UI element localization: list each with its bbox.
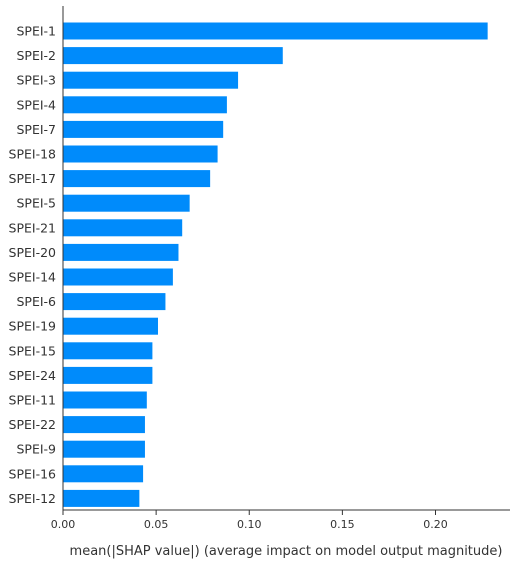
bar-spei-9 xyxy=(63,440,145,458)
category-label-spei-14: SPEI-14 xyxy=(9,270,57,285)
bar-spei-24 xyxy=(63,366,153,384)
bar-spei-15 xyxy=(63,342,153,360)
category-label-spei-7: SPEI-7 xyxy=(16,122,56,137)
category-label-spei-5: SPEI-5 xyxy=(16,196,56,211)
category-label-spei-18: SPEI-18 xyxy=(9,147,57,162)
category-label-spei-2: SPEI-2 xyxy=(16,48,56,63)
category-label-spei-24: SPEI-24 xyxy=(9,368,57,383)
bar-spei-22 xyxy=(63,416,145,434)
category-label-spei-21: SPEI-21 xyxy=(9,220,56,235)
bar-spei-3 xyxy=(63,71,239,89)
category-label-spei-9: SPEI-9 xyxy=(16,442,56,457)
bar-spei-7 xyxy=(63,120,224,138)
category-labels: SPEI-1 SPEI-2 SPEI-3 SPEI-4 SPEI-7 SPEI-18 SPE… xyxy=(9,24,57,506)
bar-spei-17 xyxy=(63,170,211,188)
category-label-spei-17: SPEI-17 xyxy=(9,171,56,186)
bar-spei-2 xyxy=(63,47,283,65)
category-label-spei-1: SPEI-1 xyxy=(16,24,56,39)
category-label-spei-20: SPEI-20 xyxy=(9,245,57,260)
category-label-spei-3: SPEI-3 xyxy=(16,73,56,88)
bar-spei-20 xyxy=(63,243,179,261)
category-label-spei-12: SPEI-12 xyxy=(9,491,56,506)
x-axis-label: mean(|SHAP value|) (average impact on mo… xyxy=(70,544,503,559)
bar-spei-21 xyxy=(63,219,183,237)
bars-layer xyxy=(63,22,488,507)
bar-spei-6 xyxy=(63,293,166,311)
bar-spei-16 xyxy=(63,465,144,483)
bar-spei-18 xyxy=(63,145,218,163)
category-label-spei-4: SPEI-4 xyxy=(16,97,56,112)
bar-spei-14 xyxy=(63,268,173,286)
bar-spei-1 xyxy=(63,22,488,40)
x-tick-label: 0.15 xyxy=(330,518,355,531)
bar-spei-12 xyxy=(63,489,140,507)
category-label-spei-15: SPEI-15 xyxy=(9,343,56,358)
category-label-spei-19: SPEI-19 xyxy=(9,319,57,334)
x-axis-ticks: 0.00 0.05 0.10 0.15 0.20 xyxy=(51,510,448,531)
x-tick-label: 0.10 xyxy=(237,518,262,531)
bar-spei-19 xyxy=(63,317,158,335)
x-tick-label: 0.20 xyxy=(423,518,448,531)
category-label-spei-6: SPEI-6 xyxy=(16,294,56,309)
category-label-spei-11: SPEI-11 xyxy=(9,393,56,408)
x-tick-label: 0.00 xyxy=(51,518,76,531)
bar-spei-4 xyxy=(63,96,227,114)
bar-spei-5 xyxy=(63,194,190,212)
category-label-spei-16: SPEI-16 xyxy=(9,466,57,481)
category-label-spei-22: SPEI-22 xyxy=(9,417,56,432)
bar-spei-11 xyxy=(63,391,147,409)
x-tick-label: 0.05 xyxy=(144,518,169,531)
